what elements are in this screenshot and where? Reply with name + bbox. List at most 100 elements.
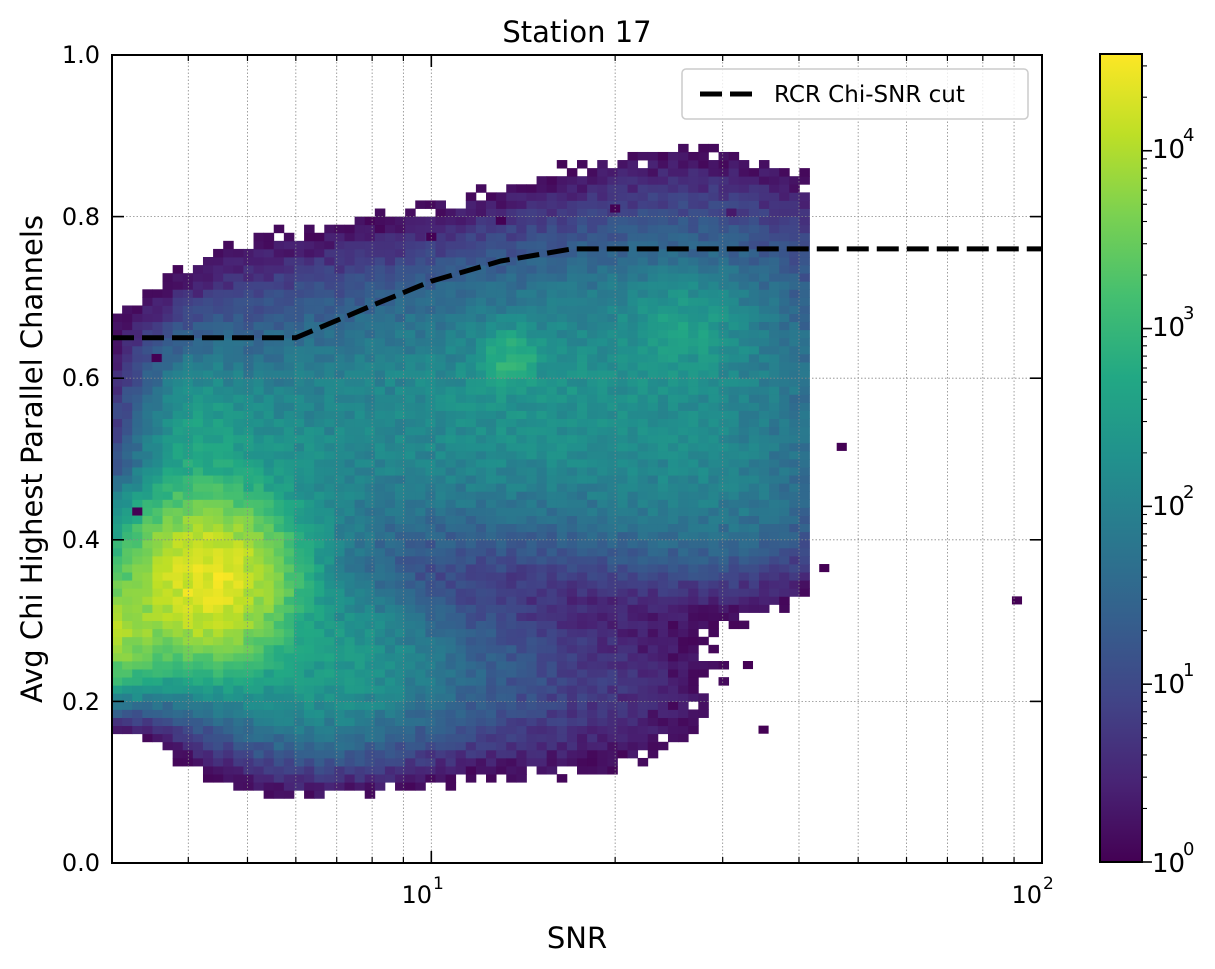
heatmap-bin [779,386,790,395]
heatmap-bin [769,475,780,484]
heatmap-bin [738,620,750,630]
heatmap-bin [475,725,487,735]
heatmap-bin [162,337,174,347]
heatmap-bin [435,766,446,775]
heatmap-bin [465,313,477,323]
heatmap-bin [314,725,325,735]
heatmap-bin [607,475,618,484]
heatmap-bin [496,725,507,735]
heatmap-bin [112,564,123,573]
heatmap-bin [253,459,265,468]
heatmap-bin [728,265,740,274]
heatmap-bin [192,410,204,419]
heatmap-bin [667,515,679,525]
heatmap-bin [334,337,345,347]
heatmap-bin [617,273,628,282]
heatmap-bin [425,216,436,226]
heatmap-bin [566,555,578,565]
heatmap-bin [536,434,548,444]
heatmap-bin [789,426,800,436]
heatmap-bin [364,265,376,274]
heatmap-bin [162,507,174,516]
heatmap-bin [657,168,669,177]
heatmap-bin [364,725,376,735]
heatmap-bin [354,515,366,525]
heatmap-bin [374,459,386,468]
heatmap-bin [142,669,153,678]
heatmap-bin [243,515,254,525]
heatmap-bin [738,289,750,298]
heatmap-bin [304,297,315,306]
heatmap-bin [577,305,588,314]
heatmap-bin [617,693,628,702]
heatmap-bin [516,224,527,234]
heatmap-bin [132,604,143,613]
heatmap-bin [162,297,174,306]
heatmap-bin [779,394,790,403]
heatmap-bin [152,531,163,541]
heatmap-bin [678,733,689,743]
heatmap-bin [718,491,730,500]
heatmap-bin [324,329,335,339]
heatmap-bin [617,539,628,549]
heatmap-bin [445,757,457,767]
heatmap-bin [748,240,760,250]
heatmap-bin [657,257,669,266]
heatmap-bin [202,394,214,403]
heatmap-bin [162,564,174,573]
heatmap-bin [435,612,446,621]
heatmap-bin [283,774,295,783]
heatmap-bin [172,386,184,395]
heatmap-bin [455,515,467,525]
heatmap-bin [293,644,305,654]
heatmap-bin [435,394,446,403]
heatmap-bin [334,669,345,678]
heatmap-bin [152,483,163,492]
heatmap-bin [647,151,659,161]
heatmap-bin [202,442,214,452]
heatmap-bin [667,426,679,436]
heatmap-bin [314,733,325,743]
heatmap-bin [486,378,497,387]
heatmap-bin [556,321,568,331]
heatmap-bin [395,418,406,428]
heatmap-bin [577,741,588,751]
heatmap-bin [304,353,315,363]
heatmap-bin [122,661,133,670]
heatmap-bin [627,345,639,355]
heatmap-bin [587,717,598,727]
heatmap-bin [112,475,123,484]
heatmap-bin [546,240,558,250]
heatmap-bin [202,402,214,411]
heatmap-bin [769,580,780,589]
heatmap-bin [435,208,446,217]
heatmap-bin [758,224,770,234]
heatmap-bin [546,362,558,371]
heatmap-bin [688,467,699,476]
heatmap-bin [587,329,598,339]
heatmap-bin [344,353,356,363]
heatmap-bin [445,733,457,743]
heatmap-bin [192,378,204,387]
heatmap-bin [748,507,760,516]
heatmap-bin [617,709,628,718]
heatmap-bin [617,410,628,419]
heatmap-bin [384,289,396,298]
heatmap-bin [667,208,679,217]
heatmap-bin [769,531,780,541]
heatmap-bin [384,426,396,436]
heatmap-bin [597,297,608,306]
heatmap-bin [708,224,719,234]
heatmap-bin [607,580,618,589]
heatmap-bin [506,450,517,460]
heatmap-bin [546,588,558,597]
heatmap-bin [556,426,568,436]
heatmap-bin [617,450,628,460]
heatmap-bin [233,531,244,541]
heatmap-bin [182,297,194,306]
heatmap-bin [213,693,224,702]
heatmap-bin [415,434,426,444]
heatmap-bin [506,547,517,557]
heatmap-bin [192,321,204,331]
heatmap-bin [789,507,800,516]
